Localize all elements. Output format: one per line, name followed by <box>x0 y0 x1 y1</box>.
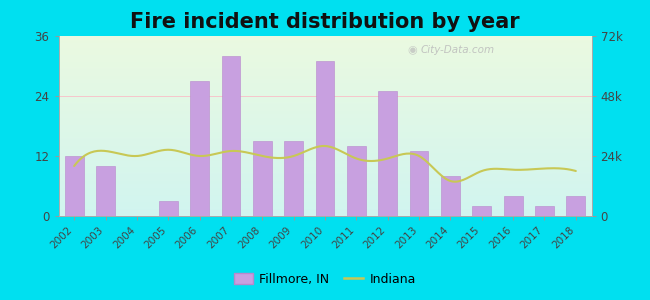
Title: Fire incident distribution by year: Fire incident distribution by year <box>130 12 520 32</box>
Bar <box>65 156 84 216</box>
Bar <box>96 166 115 216</box>
Text: ◉: ◉ <box>408 45 417 55</box>
Bar <box>566 196 585 216</box>
Bar <box>378 91 397 216</box>
Bar <box>504 196 523 216</box>
Legend: Fillmore, IN, Indiana: Fillmore, IN, Indiana <box>229 268 421 291</box>
Bar <box>473 206 491 216</box>
Bar <box>190 81 209 216</box>
Bar <box>316 61 334 216</box>
Bar <box>535 206 554 216</box>
Bar <box>347 146 366 216</box>
Bar <box>441 176 460 216</box>
Bar <box>159 201 177 216</box>
Text: City-Data.com: City-Data.com <box>421 45 495 55</box>
Bar <box>284 141 303 216</box>
Bar <box>222 56 240 216</box>
Bar <box>253 141 272 216</box>
Bar <box>410 151 428 216</box>
